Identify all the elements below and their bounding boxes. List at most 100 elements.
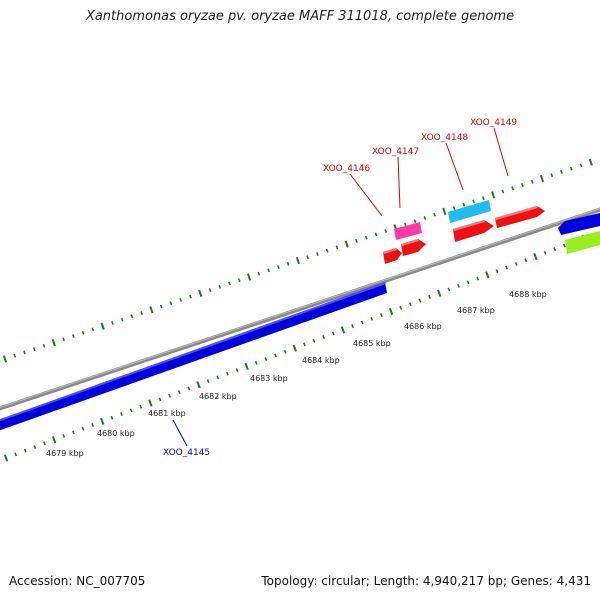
gene-label-xoo-4148[interactable]: XOO_4148: [421, 133, 468, 143]
outer-ring-minor-tick: [423, 215, 427, 220]
inner-ring-minor-tick: [322, 335, 326, 340]
outer-ring-minor-tick: [257, 271, 261, 276]
ruler-label-4679: 4679 kbp: [46, 449, 84, 458]
inner-ring-minor-tick: [370, 316, 374, 321]
gene-label-xoo-4146[interactable]: XOO_4146: [323, 164, 370, 174]
outer-ring-major-tick: [51, 338, 56, 347]
inner-ring-minor-tick: [235, 368, 239, 373]
gene-leader-lines: [172, 127, 509, 447]
inner-ring-minor-tick: [418, 298, 422, 303]
genome-title: Xanthomonas oryzae pv. oryzae MAFF 31101…: [85, 9, 515, 24]
inner-ring-minor-tick: [331, 331, 335, 336]
ruler-label-4688: 4688 kbp: [509, 290, 547, 299]
outer-ring-minor-tick: [335, 245, 339, 250]
outer-ring-minor-tick: [169, 301, 173, 306]
outer-ring-minor-tick: [13, 353, 17, 358]
gene-label-xoo-4147[interactable]: XOO_4147: [372, 147, 419, 157]
gene-xoo-4149-feature[interactable]: [495, 206, 545, 228]
outer-ring-minor-tick: [62, 337, 65, 342]
accession-text: Accession: NC_007705: [9, 574, 146, 588]
inner-ring-minor-tick: [120, 412, 123, 416]
gene-xoo-4148-feature[interactable]: [453, 220, 494, 242]
inner-ring-minor-tick: [14, 452, 17, 457]
outer-ring-minor-tick: [120, 317, 124, 322]
inner-ring-minor-tick: [187, 386, 191, 391]
outer-ring-minor-tick: [560, 170, 563, 174]
genome-backbone-highlight: [0, 208, 600, 408]
genome-backbone: [0, 207, 600, 411]
outer-ring-minor-tick: [364, 235, 368, 240]
inner-ring-minor-tick: [91, 423, 95, 427]
gene-label-xoo-4149[interactable]: XOO_4149: [470, 118, 517, 128]
right-blue-feature[interactable]: [558, 213, 600, 235]
inner-ring-minor-tick: [562, 243, 566, 248]
inner-ring-minor-tick: [62, 434, 66, 438]
inner-ring-minor-tick: [495, 269, 499, 274]
inner-ring-major-tick: [533, 252, 538, 261]
outer-ring-minor-tick: [306, 255, 309, 260]
gene-label-xoo-4145[interactable]: XOO_4145: [163, 448, 210, 458]
outer-ring-minor-tick: [238, 278, 241, 283]
outer-ring-minor-tick: [277, 265, 280, 270]
inner-ring-minor-tick: [33, 445, 37, 449]
ruler-label-4686: 4686 kbp: [404, 322, 442, 331]
outer-ring-minor-tick: [374, 232, 378, 237]
cyan-feature[interactable]: [448, 200, 491, 223]
outer-ring-minor-tick: [325, 248, 329, 253]
outer-ring-minor-tick: [23, 350, 26, 355]
outer-ring-minor-tick: [413, 219, 417, 224]
outer-ring-minor-tick: [530, 179, 534, 184]
inner-ring-minor-tick: [312, 338, 316, 343]
outer-ring-minor-tick: [501, 189, 505, 194]
gene-highlights: [383, 206, 538, 254]
ruler-label-4687: 4687 kbp: [457, 306, 495, 315]
lime-feature[interactable]: [565, 231, 600, 254]
inner-ring-minor-tick: [380, 313, 383, 318]
outer-ring-major-tick: [100, 322, 105, 330]
inner-ring-minor-tick: [505, 265, 508, 270]
outer-ring-major-tick: [149, 306, 154, 314]
pink-feature[interactable]: [394, 222, 422, 240]
outer-ring-minor-tick: [355, 238, 358, 243]
inner-ring-minor-tick: [72, 430, 75, 435]
inner-ring-minor-tick: [264, 357, 268, 362]
outer-ring-minor-tick: [42, 343, 46, 348]
inner-ring-minor-tick: [476, 276, 480, 281]
outer-ring-minor-tick: [267, 268, 270, 273]
inner-ring-minor-tick: [110, 415, 114, 420]
inner-ring-minor-tick: [351, 324, 354, 329]
inner-ring-minor-tick: [457, 283, 460, 288]
outer-ring-major-tick: [247, 273, 252, 281]
inner-ring-minor-tick: [168, 393, 172, 398]
gene-xoo-4145-feature[interactable]: [0, 282, 387, 432]
outer-ring-major-tick: [198, 289, 203, 298]
inner-ring-major-tick: [244, 362, 249, 371]
outer-ring-major-tick: [491, 191, 496, 199]
outer-ring-minor-tick: [433, 212, 436, 217]
outer-ring-minor-tick: [286, 261, 290, 266]
inner-ring-major-tick: [196, 381, 201, 389]
outer-ring-minor-tick: [130, 314, 134, 319]
inner-ring-minor-tick: [254, 360, 258, 365]
outer-tick-ring: [2, 158, 593, 363]
outer-ring-major-tick: [2, 355, 8, 363]
inner-ring-minor-tick: [139, 404, 143, 409]
inner-ring-minor-tick: [177, 390, 181, 394]
ruler-labels: 4679 kbp 4680 kbp 4681 kbp 4682 kbp 4683…: [46, 290, 547, 458]
inner-ring-minor-tick: [43, 441, 46, 446]
ruler-label-4681: 4681 kbp: [148, 409, 186, 418]
inner-ring-major-tick: [3, 454, 9, 462]
outer-ring-minor-tick: [482, 196, 485, 201]
outer-ring-minor-tick: [550, 173, 554, 178]
outer-ring-minor-tick: [316, 252, 319, 256]
outer-ring-minor-tick: [111, 320, 114, 325]
inner-tick-ring: [3, 232, 595, 462]
outer-ring-minor-tick: [228, 281, 231, 286]
gene-xoo-4145-top-face: [0, 282, 386, 422]
inner-ring-minor-tick: [226, 371, 229, 376]
outer-ring-major-tick: [442, 207, 447, 215]
inner-ring-minor-tick: [81, 426, 85, 431]
outer-ring-minor-tick: [462, 202, 466, 207]
inner-ring-minor-tick: [466, 280, 470, 285]
